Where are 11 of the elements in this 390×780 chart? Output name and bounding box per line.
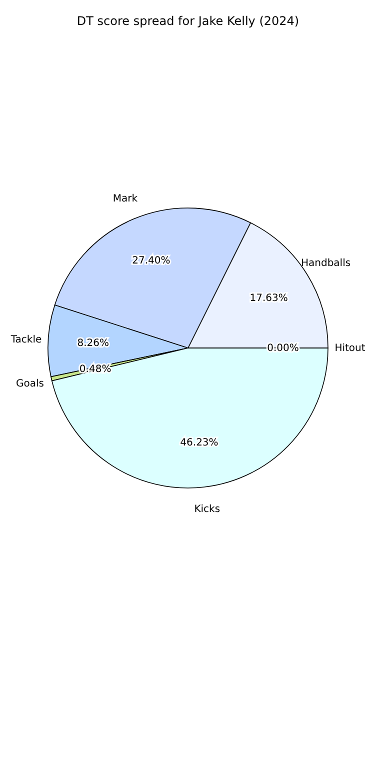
data-label: 46.23% [180, 437, 218, 448]
category-label: Hitout [334, 343, 366, 354]
data-label: 8.26% [77, 338, 110, 349]
slice-label: Tackle [10, 334, 42, 346]
slice-label: Mark [112, 194, 138, 205]
chart-title: DT score spread for Jake Kelly (2024) [76, 14, 300, 28]
data-label: 27.40% [132, 255, 170, 266]
slice-label: Kicks [194, 504, 220, 515]
slice-label: Handballs [300, 258, 351, 269]
data-label: 17.63% [250, 293, 288, 304]
slice-label: Goals [16, 378, 44, 390]
